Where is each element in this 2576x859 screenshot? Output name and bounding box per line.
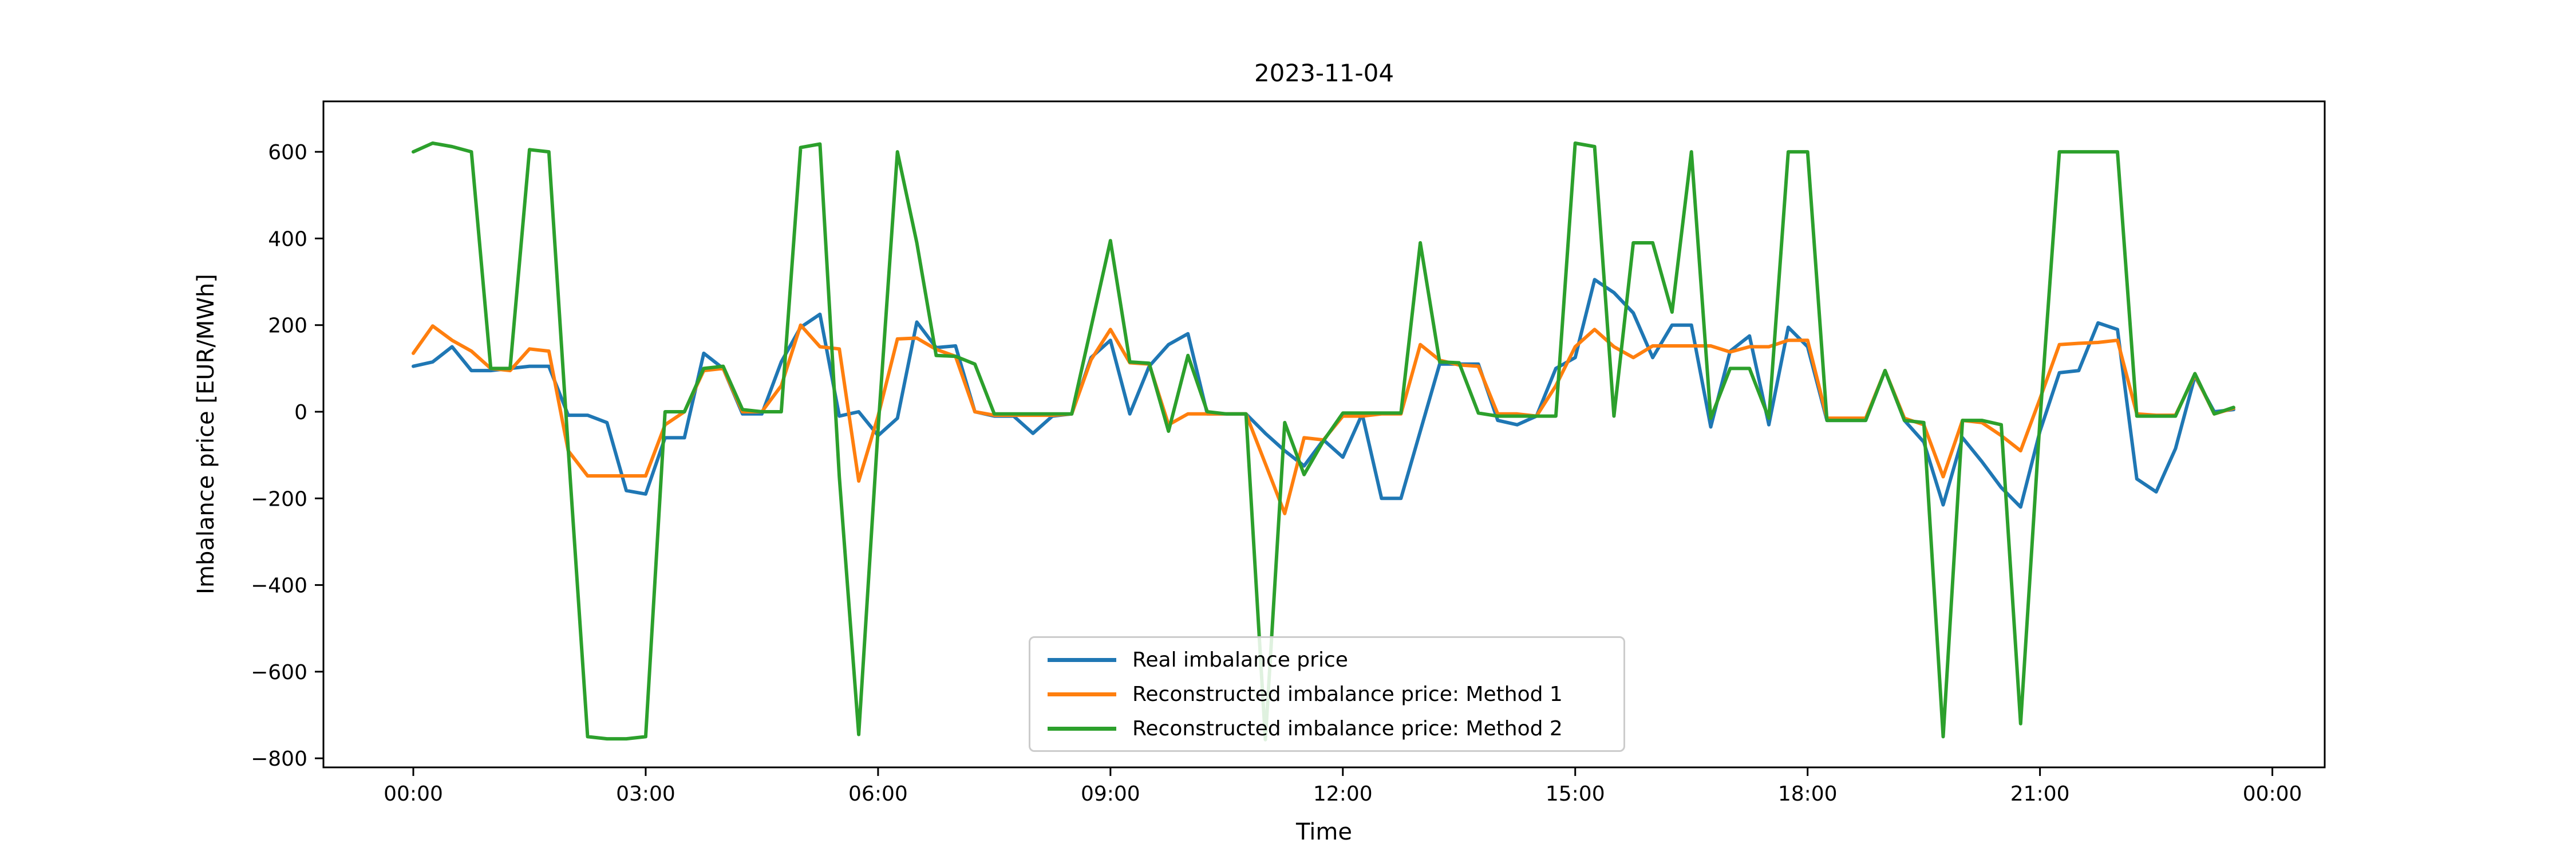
legend-line-blue xyxy=(1048,657,1116,662)
x-tick-label: 15:00 xyxy=(1546,782,1605,806)
series-line-orange xyxy=(412,323,2235,515)
y-tick-label: −400 xyxy=(251,574,307,598)
legend-label: Reconstructed imbalance price: Method 2 xyxy=(1132,716,1563,740)
x-axis-label: Time xyxy=(1296,819,1352,845)
x-tick-label: 03:00 xyxy=(616,782,675,806)
legend-row-method1: Reconstructed imbalance price: Method 1 xyxy=(1030,683,1623,706)
legend-row-real: Real imbalance price xyxy=(1030,648,1623,672)
legend: Real imbalance price Reconstructed imbal… xyxy=(1029,636,1625,752)
axes-frame xyxy=(322,100,2326,769)
y-tick-label: 400 xyxy=(268,227,307,251)
legend-line-green xyxy=(1048,726,1116,731)
x-tick-label: 06:00 xyxy=(848,782,908,806)
series-line-green xyxy=(412,141,2235,742)
y-tick-label: 200 xyxy=(268,314,307,338)
legend-line-orange xyxy=(1048,692,1116,696)
y-tick-label: −600 xyxy=(251,661,307,684)
x-tick-label: 09:00 xyxy=(1081,782,1140,806)
chart-title: 2023-11-04 xyxy=(1254,59,1394,87)
y-tick-label: −200 xyxy=(251,487,307,511)
x-tick-label: 00:00 xyxy=(384,782,443,806)
y-tick-label: −800 xyxy=(251,747,307,771)
legend-label: Real imbalance price xyxy=(1132,648,1348,672)
x-tick-label: 18:00 xyxy=(1778,782,1838,806)
legend-label: Reconstructed imbalance price: Method 1 xyxy=(1132,682,1563,706)
y-axis-label: Imbalance price [EUR/MWh] xyxy=(193,274,219,594)
y-tick-label: 0 xyxy=(294,401,307,424)
x-tick-label: 00:00 xyxy=(2243,782,2302,806)
y-tick-label: 600 xyxy=(268,141,307,164)
x-tick-label: 21:00 xyxy=(2010,782,2070,806)
x-tick-label: 12:00 xyxy=(1313,782,1373,806)
legend-row-method2: Reconstructed imbalance price: Method 2 xyxy=(1030,717,1623,740)
